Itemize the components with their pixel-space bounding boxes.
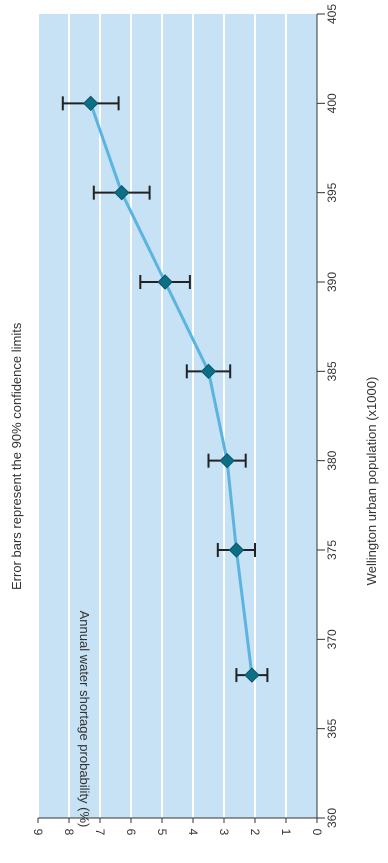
y-tick-label: 2 <box>248 829 262 836</box>
y-tick-label: 3 <box>217 829 231 836</box>
y-tick-label: 8 <box>62 829 76 836</box>
y-tick-label: 4 <box>186 829 200 836</box>
x-tick-label: 405 <box>325 4 339 24</box>
x-tick-label: 380 <box>325 450 339 470</box>
y-axis-label: Annual water shortage probability (%) <box>77 611 92 828</box>
x-tick-label: 365 <box>325 718 339 738</box>
x-tick-label: 395 <box>325 182 339 202</box>
data-point <box>82 95 99 112</box>
axes: 0 1 2 3 4 5 6 7 8 9 360 365 370 375 380 385 390 395 400 405 <box>31 4 339 836</box>
data-point <box>244 667 260 683</box>
data-point <box>219 452 235 469</box>
x-tick-label: 370 <box>325 629 339 649</box>
series-layer <box>61 95 269 683</box>
plot-area <box>38 14 317 818</box>
x-tick-label: 400 <box>325 93 339 113</box>
y-tick-label: 6 <box>124 829 138 836</box>
y-tick-label: 9 <box>31 829 45 836</box>
x-tick-label: 385 <box>325 361 339 381</box>
y-tick-label: 5 <box>155 829 169 836</box>
grid-lines <box>37 14 287 818</box>
y-tick-label: 1 <box>279 829 293 836</box>
data-point <box>113 184 130 201</box>
x-tick-label: 390 <box>325 272 339 292</box>
chart-note: Error bars represent the 90% confidence … <box>9 322 24 590</box>
x-tick-label: 360 <box>325 808 339 828</box>
y-tick-label: 0 <box>310 829 324 836</box>
data-point <box>228 542 245 558</box>
x-axis-label: Wellington urban population (x1000) <box>364 377 379 586</box>
x-tick-label: 375 <box>325 540 339 560</box>
data-point <box>200 363 217 380</box>
y-tick-label: 7 <box>93 829 107 836</box>
data-point <box>157 274 173 290</box>
